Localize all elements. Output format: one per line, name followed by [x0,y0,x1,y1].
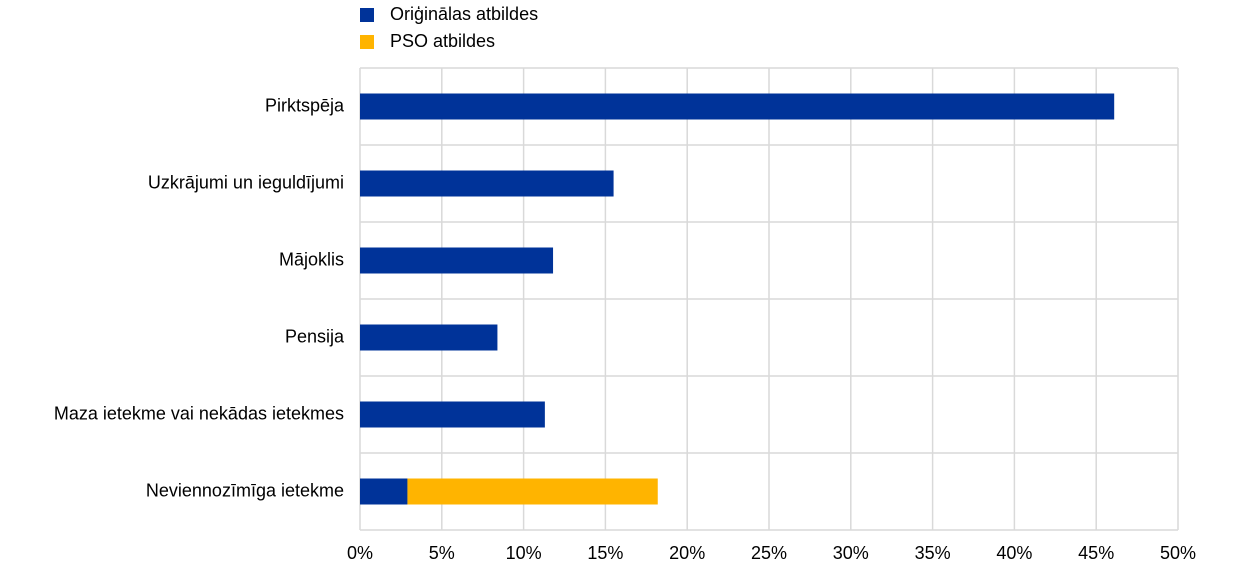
y-tick-label: Neviennozīmīga ietekme [146,480,344,500]
legend-label: PSO atbildes [390,31,495,51]
bar [360,401,545,428]
x-tick-label: 40% [996,543,1032,563]
x-tick-label: 35% [915,543,951,563]
y-tick-label: Pirktspēja [265,95,345,115]
y-tick-label: Mājoklis [279,249,344,269]
legend-swatch [360,35,374,49]
bar [407,478,658,505]
x-tick-label: 50% [1160,543,1196,563]
bar [360,170,614,197]
x-tick-label: 20% [669,543,705,563]
bar [360,93,1115,120]
bar [360,324,498,351]
bar [360,247,554,274]
x-tick-label: 0% [347,543,373,563]
x-tick-label: 15% [587,543,623,563]
bar [360,478,408,505]
legend-swatch [360,8,374,22]
x-tick-label: 45% [1078,543,1114,563]
x-tick-label: 10% [506,543,542,563]
x-tick-label: 25% [751,543,787,563]
x-tick-label: 5% [429,543,455,563]
y-tick-label: Maza ietekme vai nekādas ietekmes [54,403,344,423]
y-tick-label: Uzkrājumi un ieguldījumi [148,172,344,192]
legend-label: Oriģinālas atbildes [390,4,538,24]
y-tick-label: Pensija [285,326,345,346]
x-tick-label: 30% [833,543,869,563]
